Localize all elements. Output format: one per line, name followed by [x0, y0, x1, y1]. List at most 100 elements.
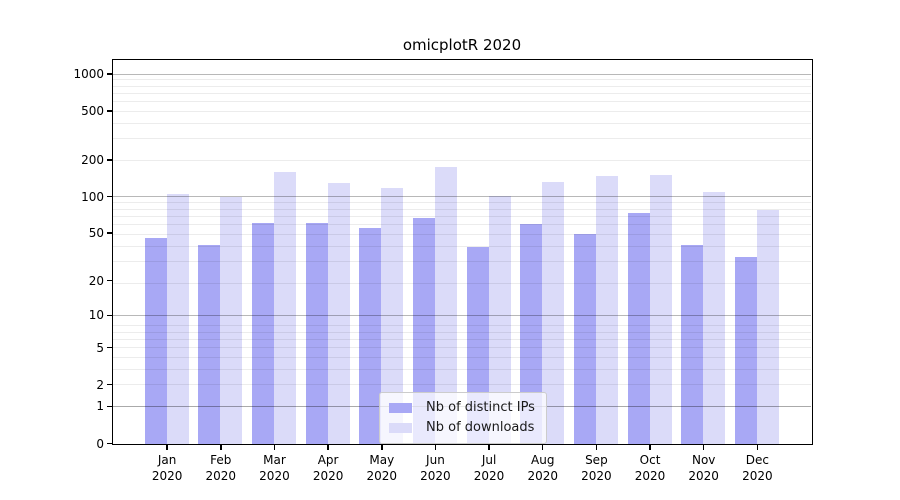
grid-line-minor	[113, 85, 811, 87]
x-tick	[166, 445, 168, 450]
x-tick-label: Jul 2020	[473, 453, 505, 483]
bar-distinct-ips	[412, 218, 435, 444]
chart-title: omicplotR 2020	[402, 36, 522, 54]
y-tick	[106, 232, 112, 234]
x-tick-label: Apr 2020	[312, 453, 344, 483]
x-tick	[702, 445, 705, 450]
y-tick-label: 500	[81, 104, 104, 119]
x-tick-label: Feb 2020	[205, 453, 237, 483]
legend-item-distinct-ips: Nb of distinct IPs	[389, 398, 535, 418]
bar-downloads	[381, 187, 404, 444]
grid-line-minor	[113, 347, 811, 349]
grid-line-minor	[113, 137, 811, 139]
x-tick-label: May 2020	[366, 453, 398, 483]
legend-label-distinct-ips: Nb of distinct IPs	[426, 400, 535, 415]
grid-line-minor	[113, 92, 811, 94]
bar-downloads	[703, 191, 726, 444]
grid-line-minor	[113, 122, 811, 124]
y-tick	[106, 314, 112, 316]
bar-downloads	[649, 174, 672, 444]
grid-line-minor	[113, 224, 811, 226]
grid-line-major	[113, 196, 811, 198]
x-tick	[381, 445, 383, 450]
bar-distinct-ips	[681, 245, 704, 444]
x-tick-label: Mar 2020	[259, 453, 290, 483]
grid-line-minor	[113, 261, 811, 263]
bar-downloads	[542, 181, 565, 444]
bar-distinct-ips	[627, 213, 650, 444]
x-tick-label: Jan 2020	[151, 453, 183, 483]
y-tick-label: 20	[88, 273, 104, 288]
bar-distinct-ips	[305, 223, 328, 444]
x-tick-label: Nov 2020	[688, 453, 719, 483]
y-tick	[106, 279, 112, 282]
legend-item-downloads: Nb of downloads	[389, 418, 535, 438]
y-tick-label: 100	[81, 189, 104, 204]
x-tick	[220, 445, 222, 450]
bar-distinct-ips	[198, 245, 221, 444]
plot-area	[112, 58, 813, 445]
y-tick	[106, 195, 112, 198]
bar-downloads	[434, 167, 457, 444]
grid-line-minor	[113, 100, 811, 102]
y-tick-label: 1	[96, 399, 104, 414]
x-tick-label: Jun 2020	[420, 453, 451, 483]
y-tick	[106, 383, 112, 386]
x-tick	[756, 445, 759, 450]
grid-line-minor	[113, 384, 811, 386]
y-tick-label: 50	[88, 226, 104, 241]
x-tick-label: Oct 2020	[634, 453, 666, 483]
grid-line-minor	[113, 356, 811, 358]
bar-distinct-ips	[734, 257, 757, 444]
y-tick	[106, 405, 112, 408]
bar-distinct-ips	[359, 227, 382, 444]
y-tick	[106, 110, 112, 112]
grid-line-major	[113, 73, 811, 75]
y-tick-label: 10	[88, 308, 104, 323]
y-tick-label: 200	[81, 152, 104, 167]
x-tick	[488, 445, 490, 450]
x-tick-label: Sep 2020	[581, 453, 612, 483]
legend-label-downloads: Nb of downloads	[426, 420, 535, 435]
grid-line-minor	[113, 159, 811, 161]
grid-line-minor	[113, 233, 811, 235]
bar-distinct-ips	[251, 223, 274, 444]
grid-line-minor	[113, 202, 811, 204]
y-tick	[106, 346, 112, 349]
x-tick	[327, 445, 329, 450]
grid-line-minor	[113, 368, 811, 370]
y-tick	[106, 159, 112, 161]
x-tick-label: Aug 2020	[527, 453, 558, 483]
grid-line-major	[113, 314, 811, 316]
bar-downloads	[595, 175, 618, 444]
y-tick	[106, 442, 112, 445]
bar-distinct-ips	[144, 238, 167, 444]
x-tick	[541, 445, 544, 450]
x-tick	[434, 445, 437, 450]
legend-swatch-downloads	[389, 422, 412, 433]
grid-line-minor	[113, 331, 811, 333]
grid-line-minor	[113, 338, 811, 340]
bar-downloads	[327, 182, 350, 444]
x-tick	[273, 445, 276, 450]
x-tick	[649, 445, 651, 450]
grid-line-minor	[113, 110, 811, 112]
grid-line-minor	[113, 282, 811, 284]
grid-line-minor	[113, 215, 811, 217]
y-tick-label: 1000	[73, 67, 104, 82]
grid-line-minor	[113, 208, 811, 210]
legend-swatch-distinct-ips	[389, 402, 412, 413]
bar-downloads	[220, 196, 243, 444]
grid-line-minor	[113, 245, 811, 247]
grid-line-minor	[113, 79, 811, 81]
x-tick	[595, 445, 598, 450]
bar-downloads	[756, 210, 779, 444]
y-tick-label: 2	[96, 377, 104, 392]
y-tick-label: 0	[96, 436, 104, 451]
bar-distinct-ips	[520, 224, 543, 444]
bar-distinct-ips	[573, 233, 596, 444]
bar-downloads	[166, 194, 189, 444]
y-tick-label: 5	[96, 340, 104, 355]
y-tick	[106, 73, 112, 75]
